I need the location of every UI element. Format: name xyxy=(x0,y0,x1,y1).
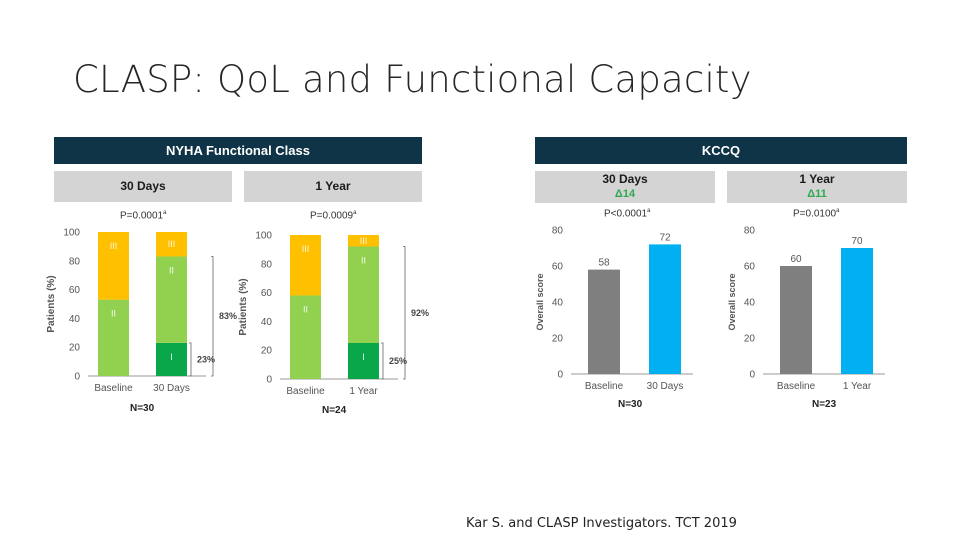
nyha-1year-subtitle: 1 Year xyxy=(315,179,351,193)
kccq-1year-pvalue: P=0.0100a xyxy=(793,208,840,220)
kccq-30day-subheader: 30 Days Δ14 xyxy=(535,171,715,203)
nyha-30day-subheader: 30 Days xyxy=(54,171,232,202)
kccq-1year-subheader: 1 Year Δ11 xyxy=(727,171,907,203)
bar-segment-class-II xyxy=(290,295,321,379)
y-tick-label: 100 xyxy=(63,228,80,239)
slide-title: CLASP: QoL and Functional Capacity xyxy=(73,58,752,101)
x-tick-label: Baseline xyxy=(585,381,624,392)
y-tick-label: 20 xyxy=(69,343,81,354)
segment-label: I xyxy=(170,352,173,362)
kccq-1year-subtitle: 1 Year xyxy=(799,172,835,186)
kccq-header: KCCQ xyxy=(535,137,907,164)
y-tick-label: 40 xyxy=(552,298,564,309)
y-tick-label: 80 xyxy=(552,226,564,237)
bracket-label-class-I-II: 92% xyxy=(411,308,429,318)
y-tick-label: 60 xyxy=(69,285,81,296)
y-tick-label: 60 xyxy=(261,288,273,299)
y-tick-label: 0 xyxy=(749,370,755,381)
y-tick-label: 60 xyxy=(744,262,756,273)
x-tick-label: 1 Year xyxy=(843,381,872,392)
kccq-30day-n: N=30 xyxy=(618,399,643,410)
segment-label: I xyxy=(362,352,365,362)
bracket-class-I xyxy=(189,342,192,377)
bracket-label-class-I: 23% xyxy=(197,354,215,364)
bracket-label-class-I-II: 83% xyxy=(219,311,237,321)
y-tick-label: 20 xyxy=(552,334,564,345)
bar-segment-class-III xyxy=(290,235,321,296)
data-label: 58 xyxy=(598,258,610,269)
bracket-label-class-I: 25% xyxy=(389,356,407,366)
nyha-1year-subheader: 1 Year xyxy=(244,171,422,202)
kccq-30day-delta: Δ14 xyxy=(614,188,636,200)
segment-label: III xyxy=(168,239,176,249)
nyha-30day-pvalue: P=0.0001a xyxy=(120,210,167,222)
citation: Kar S. and CLASP Investigators. TCT 2019 xyxy=(466,516,737,531)
y-tick-label: 40 xyxy=(744,298,756,309)
data-label: 60 xyxy=(790,254,802,265)
nyha-30day-subtitle: 30 Days xyxy=(120,179,166,193)
y-tick-label: 80 xyxy=(261,259,273,270)
x-tick-label: Baseline xyxy=(286,386,325,397)
bar-segment-class-II xyxy=(98,299,129,376)
x-tick-label: 30 Days xyxy=(153,383,190,394)
segment-label: II xyxy=(303,304,308,314)
x-tick-label: 30 Days xyxy=(647,381,684,392)
nyha-30day-n: N=30 xyxy=(130,403,155,414)
data-label: 72 xyxy=(659,232,671,243)
kccq-1year-delta: Δ11 xyxy=(807,188,827,200)
nyha-30day-chart: Patients (%)020406080100IIIIIBaselineIII… xyxy=(46,228,237,395)
nyha-header: NYHA Functional Class xyxy=(54,137,422,164)
y-tick-label: 60 xyxy=(552,262,564,273)
segment-label: II xyxy=(111,309,116,319)
x-tick-label: 1 Year xyxy=(349,386,378,397)
bar-segment-class-III xyxy=(98,232,129,300)
y-tick-label: 20 xyxy=(261,346,273,357)
y-tick-label: 80 xyxy=(744,226,756,237)
bracket-class-I xyxy=(381,342,384,380)
bar-baseline xyxy=(588,269,620,374)
nyha-1year-n: N=24 xyxy=(322,405,347,416)
segment-label: III xyxy=(360,236,368,246)
y-tick-label: 80 xyxy=(69,256,81,267)
bar-segment-class-III xyxy=(348,235,379,247)
kccq-30day-subtitle: 30 Days xyxy=(602,172,648,186)
x-tick-label: Baseline xyxy=(777,381,816,392)
segment-label: II xyxy=(169,265,174,275)
kccq-1year-chart: Overall score 0 20 40 60 80 60 Baseline 70 1 Year xyxy=(727,226,885,392)
y-tick-label: 20 xyxy=(744,334,756,345)
bar-segment-class-II xyxy=(156,256,187,343)
bracket-class-I-II xyxy=(211,256,214,377)
y-axis-label: Patients (%) xyxy=(238,278,249,335)
nyha-1year-pvalue: P=0.0009a xyxy=(310,210,357,222)
y-axis-label: Overall score xyxy=(727,273,737,330)
y-tick-label: 40 xyxy=(69,314,81,325)
bracket-class-I-II xyxy=(403,246,406,380)
x-tick-label: Baseline xyxy=(94,383,133,394)
y-tick-label: 0 xyxy=(557,370,563,381)
nyha-1year-chart: Patients (%)020406080100IIIIIBaselineIII… xyxy=(238,231,429,398)
kccq-30day-pvalue: P<0.0001a xyxy=(604,208,651,220)
y-tick-label: 100 xyxy=(255,231,272,242)
bar-baseline xyxy=(780,266,812,374)
bar-segment-class-I xyxy=(156,342,187,376)
y-axis-label: Overall score xyxy=(535,273,545,330)
segment-label: III xyxy=(110,241,118,251)
y-tick-label: 0 xyxy=(74,372,80,383)
bar-segment-class-I xyxy=(348,343,379,379)
y-axis-label: Patients (%) xyxy=(46,275,57,332)
segment-label: II xyxy=(361,256,366,266)
kccq-30day-chart: Overall score 0 20 40 60 80 58 Baseline 72 30 Day… xyxy=(535,226,693,392)
y-tick-label: 40 xyxy=(261,317,273,328)
y-tick-label: 0 xyxy=(266,375,272,386)
bar-followup xyxy=(841,248,873,374)
bar-segment-class-II xyxy=(348,246,379,343)
bar-segment-class-III xyxy=(156,232,187,257)
segment-label: III xyxy=(302,244,310,254)
kccq-1year-n: N=23 xyxy=(812,399,837,410)
bar-followup xyxy=(649,244,681,374)
data-label: 70 xyxy=(851,236,863,247)
